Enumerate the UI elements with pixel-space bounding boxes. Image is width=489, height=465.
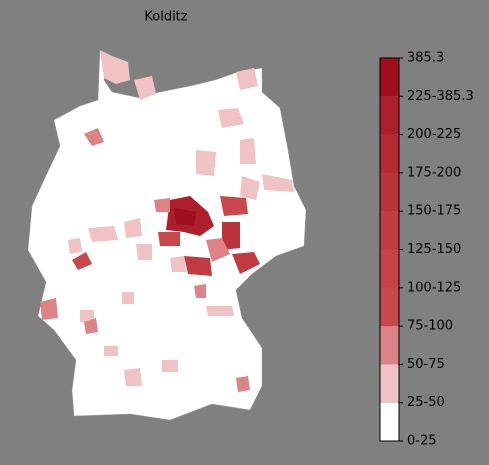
colorbar-label: 0-25 (407, 434, 437, 449)
colorbar-segment (380, 326, 399, 365)
region (84, 318, 98, 334)
region (194, 284, 206, 298)
region (104, 346, 118, 356)
colorbar-segment (380, 211, 399, 250)
colorbar-label: 200-225 (407, 127, 461, 142)
colorbar-segment (380, 58, 399, 97)
region (206, 238, 230, 262)
region (184, 256, 212, 276)
colorbar-label: 75-100 (407, 319, 453, 334)
region (170, 256, 186, 272)
germany-map (27, 49, 307, 421)
region (84, 128, 104, 146)
region (196, 150, 216, 176)
region (206, 306, 234, 316)
region (218, 108, 244, 128)
region (236, 376, 250, 392)
region (236, 68, 258, 90)
colorbar-segment (380, 96, 399, 135)
colorbar-label: 25-50 (407, 395, 445, 410)
colorbar-segment (380, 134, 399, 173)
region (134, 76, 156, 100)
colorbar-label: 150-175 (407, 204, 461, 219)
region (124, 218, 142, 238)
region (262, 174, 294, 192)
region (124, 368, 142, 386)
region (68, 238, 82, 254)
colorbar-label: 125-150 (407, 242, 461, 257)
region (122, 292, 134, 304)
region (136, 244, 152, 260)
colorbar-segment (380, 364, 399, 403)
colorbar-segment (380, 172, 399, 212)
colorbar-label: 100-125 (407, 280, 461, 295)
region (72, 252, 92, 270)
map-title: Kolditz (144, 10, 187, 25)
colorbar-segment (380, 402, 399, 441)
region (232, 252, 260, 274)
region (158, 232, 180, 246)
region (174, 208, 196, 226)
region (100, 50, 130, 84)
colorbar-segment (380, 287, 399, 327)
colorbar-label: 225-385.3 (407, 89, 474, 104)
region (240, 176, 260, 200)
region (88, 226, 118, 242)
region (154, 198, 170, 212)
colorbar-label: 50-75 (407, 357, 445, 372)
region (220, 196, 248, 216)
colorbar-segment (380, 249, 399, 288)
colorbar: 0-25 25-50 50-75 75-100 100-125 125-150 150-17… (379, 51, 474, 449)
colorbar-label: 175-200 (407, 165, 461, 180)
region (240, 138, 256, 164)
region (40, 298, 58, 320)
colorbar-label: 385.3 (407, 51, 444, 66)
region (80, 310, 94, 322)
region (222, 222, 240, 250)
region (162, 360, 178, 372)
